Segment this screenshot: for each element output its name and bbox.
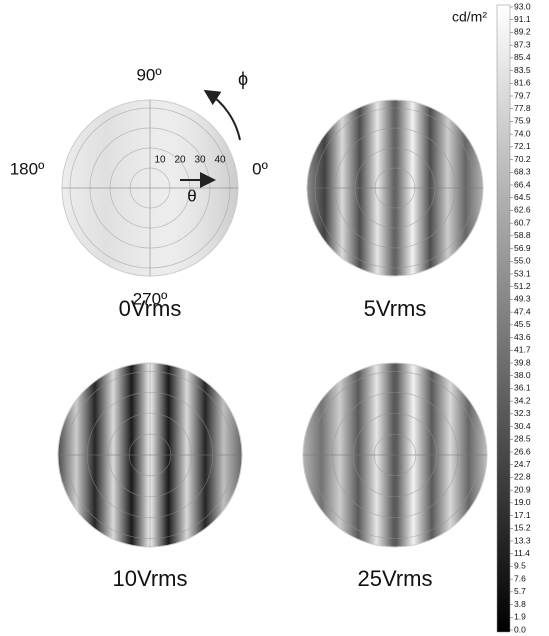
colorbar-tick-label: 58.8 [514, 230, 531, 240]
colorbar-tick-label: 70.2 [514, 154, 531, 164]
colorbar-unit: cd/m² [452, 9, 487, 25]
panels [58, 100, 487, 547]
colorbar-tick-label: 53.1 [514, 268, 531, 278]
colorbar-tick-label: 13.3 [514, 535, 531, 545]
angle-right: 0º [252, 159, 268, 178]
colorbar-tick-label: 26.6 [514, 446, 531, 456]
colorbar-tick-label: 36.1 [514, 383, 531, 393]
angle-left: 180º [10, 159, 45, 178]
radial-label: 20 [174, 155, 186, 166]
colorbar-tick-label: 0.0 [514, 624, 526, 634]
panel-label: 0Vrms [119, 296, 182, 321]
colorbar [497, 5, 510, 632]
panel-label: 5Vrms [364, 296, 427, 321]
colorbar-tick-label: 79.7 [514, 90, 531, 100]
colorbar-tick-label: 68.3 [514, 167, 531, 177]
colorbar-tick-label: 91.1 [514, 14, 531, 24]
colorbar-tick-label: 56.9 [514, 243, 531, 253]
colorbar-tick-label: 87.3 [514, 39, 531, 49]
colorbar-tick-label: 64.5 [514, 192, 531, 202]
radial-label: 40 [214, 155, 226, 166]
colorbar-tick-label: 74.0 [514, 128, 531, 138]
colorbar-tick-label: 60.7 [514, 217, 531, 227]
colorbar-tick-label: 89.2 [514, 27, 531, 37]
colorbar-tick-label: 17.1 [514, 510, 531, 520]
colorbar-tick-label: 30.4 [514, 421, 531, 431]
colorbar-tick-label: 38.0 [514, 370, 531, 380]
colorbar-tick-label: 39.8 [514, 357, 531, 367]
colorbar-tick-label: 85.4 [514, 52, 531, 62]
colorbar-tick-label: 7.6 [514, 573, 526, 583]
colorbar-tick-label: 72.1 [514, 141, 531, 151]
colorbar-tick-label: 24.7 [514, 459, 531, 469]
colorbar-tick-label: 75.9 [514, 116, 531, 126]
phi-label: ϕ [238, 69, 248, 89]
colorbar-ticks: 93.0 91.1 89.2 87.3 85.4 83.5 81.6 79.7 77.8 75.9… [510, 1, 531, 634]
colorbar-tick-label: 22.8 [514, 472, 531, 482]
colorbar-tick-label: 77.8 [514, 103, 531, 113]
radial-label: 30 [194, 155, 206, 166]
colorbar-tick-label: 32.3 [514, 408, 531, 418]
colorbar-tick-label: 9.5 [514, 561, 526, 571]
theta-label: θ [187, 186, 196, 205]
figure: 90º 180º 0º 270º ϕ θ cd/m² 93.091.189.28… [0, 0, 549, 636]
colorbar-tick-label: 28.5 [514, 434, 531, 444]
colorbar-tick-label: 41.7 [514, 345, 531, 355]
colorbar-tick-label: 15.2 [514, 523, 531, 533]
colorbar-tick-label: 62.6 [514, 205, 531, 215]
colorbar-tick-label: 66.4 [514, 179, 531, 189]
angle-top: 90º [136, 65, 161, 84]
panel-label: 10Vrms [113, 566, 188, 591]
colorbar-tick-label: 93.0 [514, 1, 531, 11]
colorbar-tick-label: 11.4 [514, 548, 530, 558]
colorbar-tick-label: 81.6 [514, 78, 531, 88]
colorbar-tick-label: 19.0 [514, 497, 531, 507]
colorbar-tick-label: 3.8 [514, 599, 526, 609]
colorbar-tick-label: 49.3 [514, 294, 531, 304]
panel-label: 25Vrms [358, 566, 433, 591]
colorbar-tick-label: 1.9 [514, 612, 526, 622]
colorbar-tick-label: 34.2 [514, 395, 531, 405]
colorbar-tick-label: 51.2 [514, 281, 531, 291]
colorbar-tick-label: 55.0 [514, 256, 531, 266]
colorbar-tick-label: 43.6 [514, 332, 531, 342]
colorbar-tick-label: 5.7 [514, 586, 526, 596]
colorbar-tick-label: 47.4 [514, 306, 531, 316]
colorbar-tick-label: 20.9 [514, 484, 531, 494]
radial-label: 10 [154, 155, 166, 166]
colorbar-tick-label: 45.5 [514, 319, 531, 329]
colorbar-tick-label: 83.5 [514, 65, 531, 75]
